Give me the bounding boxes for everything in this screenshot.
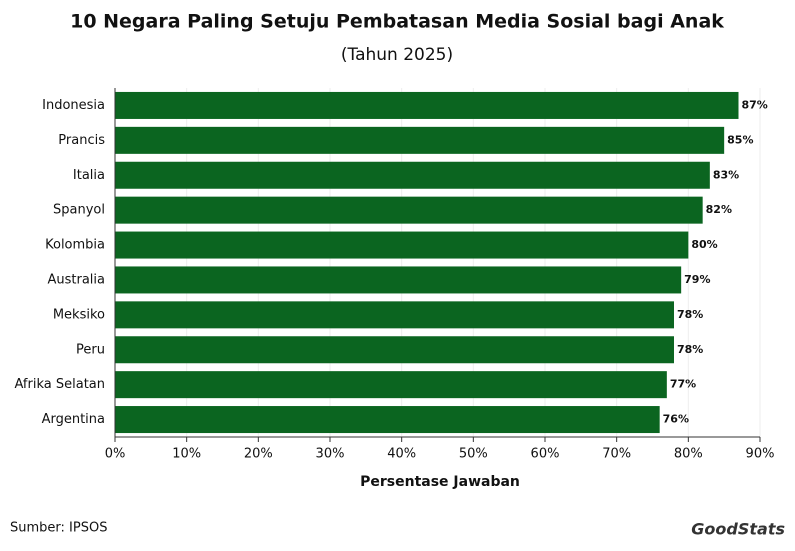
bar	[115, 126, 725, 154]
x-tick-label: 20%	[244, 447, 273, 462]
y-tick-label: Argentina	[42, 412, 105, 427]
bar	[115, 371, 667, 399]
x-tick-label: 50%	[459, 447, 488, 462]
x-tick-label: 80%	[674, 447, 703, 462]
chart-title: 10 Negara Paling Setuju Pembatasan Media…	[70, 11, 724, 33]
x-tick-label: 0%	[105, 447, 126, 462]
logo: GoodStats	[691, 520, 785, 539]
value-label: 80%	[691, 238, 717, 251]
y-tick-label: Afrika Selatan	[15, 377, 106, 392]
y-tick-label: Prancis	[58, 133, 105, 148]
x-tick-label: 70%	[602, 447, 631, 462]
y-tick-label: Italia	[73, 168, 105, 183]
source: Sumber: IPSOS	[10, 521, 107, 536]
bar	[115, 336, 674, 364]
value-label: 82%	[706, 203, 732, 216]
bar	[115, 406, 660, 434]
bar	[115, 196, 703, 224]
x-tick-label: 90%	[746, 447, 775, 462]
value-label: 85%	[727, 133, 753, 146]
bar	[115, 231, 689, 259]
x-tick-label: 40%	[387, 447, 416, 462]
value-label: 77%	[670, 378, 696, 391]
value-label: 78%	[677, 308, 703, 321]
y-tick-label: Spanyol	[53, 203, 105, 218]
bar	[115, 91, 739, 119]
value-label: 87%	[742, 98, 768, 111]
value-label: 83%	[713, 168, 739, 181]
y-tick-label: Peru	[76, 342, 105, 357]
x-tick-label: 10%	[172, 447, 201, 462]
value-label: 78%	[677, 343, 703, 356]
chart-subtitle: (Tahun 2025)	[341, 45, 453, 65]
y-tick-label: Meksiko	[53, 307, 105, 322]
bar	[115, 301, 674, 329]
bar	[115, 161, 710, 189]
value-label: 79%	[684, 273, 710, 286]
y-tick-label: Indonesia	[42, 98, 105, 113]
x-axis-label: Persentase Jawaban	[360, 474, 520, 490]
y-tick-label: Australia	[47, 272, 105, 287]
x-tick-label: 30%	[316, 447, 345, 462]
value-label: 76%	[663, 413, 689, 426]
bar	[115, 266, 682, 294]
x-tick-label: 60%	[531, 447, 560, 462]
y-tick-label: Kolombia	[45, 238, 105, 253]
